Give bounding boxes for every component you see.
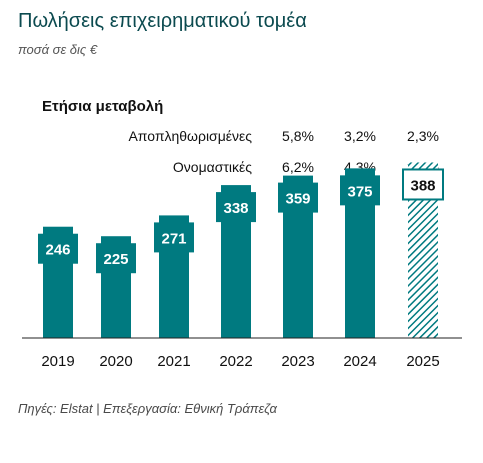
chart-svg: Ετήσια μεταβολή Αποπληθωρισμένες 5,8% 3,2%… — [22, 98, 462, 370]
bar-value-label: 225 — [103, 251, 128, 268]
table-row-label: Αποπληθωρισμένες — [128, 128, 252, 144]
bar-value-label: 246 — [45, 242, 70, 259]
table-cell: 6,2% — [282, 159, 314, 175]
bar-label-box — [154, 222, 194, 253]
table-cell: 3,2% — [344, 128, 376, 144]
table-row-label: Ονομαστικές — [173, 159, 252, 175]
table-heading: Ετήσια μεταβολή — [42, 98, 163, 115]
chart-subtitle: ποσά σε δις € — [18, 42, 98, 57]
bar-label-box — [96, 243, 136, 274]
chart-title: Πωλήσεις επιχειρηματικού τομέα — [18, 10, 307, 32]
bar-label-box — [278, 182, 318, 213]
change-table: Αποπληθωρισμένες 5,8% 3,2% 2,3% Ονομαστικές 6… — [128, 128, 439, 175]
x-tick-label: 2021 — [157, 353, 190, 370]
bar-value-label: 375 — [347, 183, 372, 200]
x-tick-label: 2024 — [343, 353, 376, 370]
x-tick-label: 2023 — [281, 353, 314, 370]
table-cell: 2,3% — [407, 128, 439, 144]
table-cell: 5,8% — [282, 128, 314, 144]
bars-group: 246 225 271 338 359 375 388 — [38, 162, 444, 338]
bar-label-box — [38, 233, 78, 264]
bar-label-box — [340, 175, 380, 206]
bar-value-label: 338 — [223, 200, 248, 217]
bar-value-label: 359 — [285, 191, 310, 208]
x-tick-label: 2022 — [219, 353, 252, 370]
source-note: Πηγές: Elstat | Επεξεργασία: Εθνική Τράπ… — [18, 401, 277, 416]
bar-label-box — [402, 168, 444, 201]
x-tick-label: 2019 — [41, 353, 74, 370]
x-axis-labels: 2019 2020 2021 2022 2023 2024 2025 — [41, 353, 439, 370]
bar-value-label: 388 — [410, 177, 435, 194]
x-tick-label: 2025 — [406, 353, 439, 370]
bar-value-label: 271 — [161, 230, 186, 247]
x-tick-label: 2020 — [99, 353, 132, 370]
bar-label-box — [216, 192, 256, 223]
